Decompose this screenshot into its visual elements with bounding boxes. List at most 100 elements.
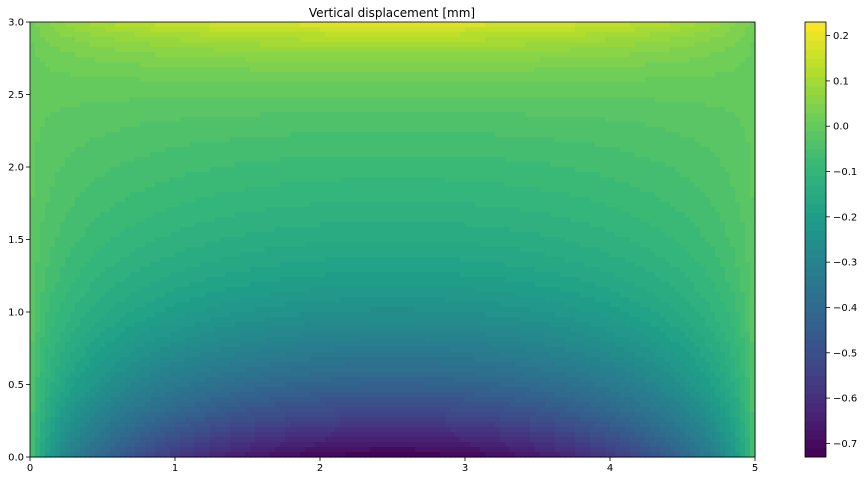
contour-cell	[520, 62, 526, 68]
contour-cell	[510, 162, 516, 168]
contour-cell	[455, 92, 461, 98]
contour-cell	[425, 47, 431, 53]
contour-cell	[325, 52, 331, 58]
contour-cell	[665, 77, 671, 83]
contour-cell	[505, 37, 511, 43]
contour-cell	[580, 62, 586, 68]
contour-cell	[35, 47, 41, 53]
contour-cell	[190, 87, 196, 93]
contour-cell	[75, 172, 81, 178]
contour-cell	[600, 187, 606, 193]
contour-cell	[490, 47, 496, 53]
contour-cell	[625, 172, 631, 178]
contour-cell	[645, 112, 651, 118]
contour-cell	[445, 117, 451, 123]
contour-cell	[555, 177, 561, 183]
contour-cell	[375, 57, 381, 63]
contour-cell	[420, 82, 426, 88]
contour-cell	[40, 52, 46, 58]
contour-cell	[665, 87, 671, 93]
contour-cell	[350, 112, 356, 118]
contour-cell	[550, 47, 556, 53]
contour-cell	[55, 147, 61, 153]
contour-cell	[620, 107, 626, 113]
contour-cell	[665, 67, 671, 73]
contour-cell	[220, 97, 226, 103]
contour-cell	[425, 132, 431, 138]
contour-cell	[345, 32, 351, 38]
contour-cell	[550, 92, 556, 98]
contour-cell	[720, 122, 726, 128]
contour-cell	[385, 87, 391, 93]
contour-cell	[560, 102, 566, 108]
contour-cell	[670, 82, 676, 88]
contour-cell	[150, 87, 156, 93]
contour-cell	[30, 62, 36, 68]
contour-cell	[710, 57, 716, 63]
contour-cell	[540, 82, 546, 88]
contour-cell	[180, 112, 186, 118]
contour-cell	[380, 67, 386, 73]
contour-cell	[525, 157, 531, 163]
contour-cell	[445, 157, 451, 163]
contour-cell	[30, 67, 36, 73]
contour-cell	[450, 177, 456, 183]
contour-cell	[85, 107, 91, 113]
contour-cell	[180, 137, 186, 143]
contour-cell	[380, 142, 386, 148]
contour-cell	[425, 107, 431, 113]
contour-cell	[445, 32, 451, 38]
contour-cell	[620, 172, 626, 178]
contour-cell	[400, 167, 406, 173]
contour-cell	[285, 137, 291, 143]
contour-cell	[595, 47, 601, 53]
contour-cell	[675, 157, 681, 163]
contour-cell	[650, 157, 656, 163]
contour-cell	[300, 152, 306, 158]
contour-cell	[330, 97, 336, 103]
contour-cell	[545, 77, 551, 83]
contour-cell	[680, 62, 686, 68]
contour-cell	[195, 132, 201, 138]
contour-cell	[140, 37, 146, 43]
contour-cell	[210, 77, 216, 83]
contour-cell	[370, 127, 376, 133]
contour-cell	[55, 47, 61, 53]
contour-cell	[60, 37, 66, 43]
contour-cell	[680, 142, 686, 148]
contour-cell	[495, 122, 501, 128]
contour-cell	[530, 52, 536, 58]
contour-cell	[445, 77, 451, 83]
contour-cell	[475, 87, 481, 93]
contour-cell	[660, 117, 666, 123]
contour-cell	[455, 172, 461, 178]
contour-cell	[650, 102, 656, 108]
contour-cell	[200, 27, 206, 33]
contour-cell	[240, 127, 246, 133]
contour-cell	[685, 157, 691, 163]
contour-cell	[385, 127, 391, 133]
contour-cell	[535, 147, 541, 153]
contour-cell	[135, 82, 141, 88]
contour-cell	[400, 82, 406, 88]
contour-cell	[340, 137, 346, 143]
contour-cell	[460, 67, 466, 73]
contour-cell	[690, 72, 696, 78]
contour-cell	[220, 187, 226, 193]
contour-cell	[180, 97, 186, 103]
contour-cell	[470, 32, 476, 38]
contour-cell	[165, 142, 171, 148]
contour-cell	[410, 77, 416, 83]
contour-cell	[515, 172, 521, 178]
contour-cell	[155, 192, 161, 198]
contour-cell	[260, 162, 266, 168]
contour-cell	[160, 22, 166, 28]
contour-cell	[680, 67, 686, 73]
contour-cell	[60, 107, 66, 113]
contour-cell	[445, 187, 451, 193]
contour-cell	[295, 27, 301, 33]
contour-cell	[705, 62, 711, 68]
contour-cell	[320, 32, 326, 38]
contour-cell	[280, 107, 286, 113]
contour-cell	[280, 22, 286, 28]
